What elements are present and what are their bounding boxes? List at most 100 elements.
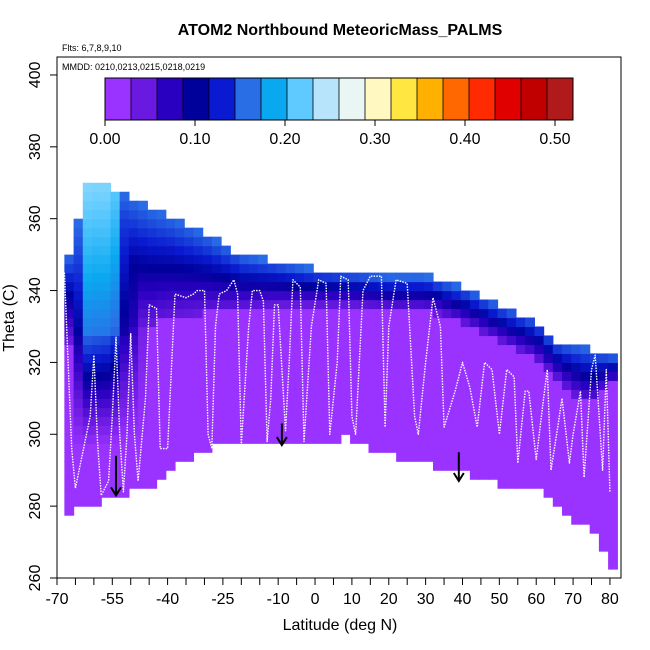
heatmap-cell bbox=[442, 299, 453, 310]
heatmap-cell bbox=[147, 380, 158, 390]
heatmap-cell bbox=[119, 362, 130, 372]
heatmap-cell bbox=[580, 506, 591, 516]
heatmap-cell bbox=[552, 353, 563, 364]
heatmap-cell bbox=[331, 344, 342, 355]
colorbar-swatch bbox=[313, 78, 340, 120]
heatmap-cell bbox=[110, 389, 121, 399]
heatmap-cell bbox=[608, 452, 618, 462]
heatmap-cell bbox=[608, 560, 618, 570]
heatmap-cell bbox=[285, 407, 296, 417]
heatmap-cell bbox=[414, 452, 425, 462]
heatmap-cell bbox=[294, 317, 305, 328]
heatmap-cell bbox=[147, 290, 158, 301]
heatmap-cell bbox=[248, 434, 259, 444]
heatmap-cell bbox=[248, 254, 259, 265]
heatmap-cell bbox=[110, 443, 121, 453]
heatmap-cell bbox=[193, 353, 204, 364]
heatmap-cell bbox=[598, 353, 609, 364]
heatmap-cell bbox=[174, 371, 185, 381]
heatmap-cell bbox=[497, 308, 508, 319]
heatmap-cell bbox=[525, 317, 535, 328]
heatmap-cell bbox=[257, 308, 268, 319]
heatmap-cell bbox=[174, 380, 185, 390]
heatmap-cell bbox=[119, 425, 130, 435]
heatmap-cell bbox=[147, 218, 158, 229]
heatmap-cell bbox=[128, 434, 139, 444]
heatmap-cell bbox=[257, 344, 268, 355]
heatmap-cell bbox=[331, 308, 342, 319]
heatmap-cell bbox=[82, 182, 93, 193]
heatmap-cell bbox=[608, 479, 618, 489]
heatmap-cell bbox=[165, 245, 176, 256]
heatmap-cell bbox=[128, 299, 139, 310]
heatmap-cell bbox=[525, 353, 535, 364]
heatmap-cell bbox=[386, 281, 397, 292]
heatmap-cell bbox=[285, 371, 296, 381]
heatmap-cell bbox=[488, 461, 499, 471]
y-tick-label: 400 bbox=[27, 62, 44, 89]
heatmap-cell bbox=[82, 407, 93, 417]
heatmap-cell bbox=[571, 407, 582, 417]
heatmap-cell bbox=[82, 200, 93, 211]
heatmap-cell bbox=[488, 443, 499, 453]
heatmap-cell bbox=[608, 398, 618, 408]
heatmap-cell bbox=[396, 389, 406, 399]
heatmap-cell bbox=[193, 434, 204, 444]
heatmap-cell bbox=[515, 434, 526, 444]
heatmap-cell bbox=[276, 299, 287, 310]
heatmap-cell bbox=[193, 299, 204, 310]
heatmap-cell bbox=[469, 353, 480, 364]
heatmap-cell bbox=[276, 263, 287, 274]
heatmap-cell bbox=[147, 209, 158, 220]
heatmap-cell bbox=[303, 407, 314, 417]
heatmap-cell bbox=[506, 443, 517, 453]
heatmap-cell bbox=[423, 380, 434, 390]
heatmap-cell bbox=[239, 326, 250, 337]
heatmap-cell bbox=[147, 371, 158, 381]
heatmap-cell bbox=[488, 317, 499, 328]
heatmap-cell bbox=[303, 416, 314, 426]
heatmap-cell bbox=[331, 353, 342, 364]
heatmap-cell bbox=[128, 209, 139, 220]
heatmap-cell bbox=[543, 416, 554, 426]
heatmap-cell bbox=[598, 542, 609, 552]
heatmap-cell bbox=[119, 272, 130, 283]
heatmap-cell bbox=[589, 488, 600, 498]
heatmap-cell bbox=[73, 416, 84, 426]
heatmap-cell bbox=[488, 335, 499, 346]
heatmap-cell bbox=[571, 389, 582, 399]
heatmap-cell bbox=[423, 407, 434, 417]
heatmap-cell bbox=[571, 371, 582, 381]
heatmap-cell bbox=[138, 335, 148, 346]
heatmap-cell bbox=[128, 290, 139, 301]
heatmap-cell bbox=[294, 272, 305, 283]
heatmap-cell bbox=[598, 515, 609, 525]
heatmap-cell bbox=[147, 227, 158, 238]
heatmap-cell bbox=[497, 326, 508, 337]
y-tick-label: 360 bbox=[27, 205, 44, 232]
heatmap-cell bbox=[248, 326, 259, 337]
heatmap-cell bbox=[239, 290, 250, 301]
heatmap-cell bbox=[174, 254, 185, 265]
heatmap-cell bbox=[368, 353, 379, 364]
colorbar-swatch bbox=[521, 78, 548, 120]
heatmap-cell bbox=[488, 452, 499, 462]
heatmap-cell bbox=[128, 443, 139, 453]
heatmap-cell bbox=[82, 371, 93, 381]
heatmap-cell bbox=[368, 272, 379, 283]
heatmap-cell bbox=[202, 299, 213, 310]
heatmap-cell bbox=[368, 380, 379, 390]
heatmap-cell bbox=[119, 254, 130, 265]
heatmap-cell bbox=[396, 380, 406, 390]
heatmap-cell bbox=[165, 290, 176, 301]
heatmap-cell bbox=[174, 335, 185, 346]
heatmap-cell bbox=[174, 290, 185, 301]
heatmap-cell bbox=[248, 416, 259, 426]
heatmap-cell bbox=[589, 362, 600, 372]
heatmap-cell bbox=[497, 317, 508, 328]
heatmap-cell bbox=[257, 398, 268, 408]
heatmap-cell bbox=[101, 308, 112, 319]
heatmap-cell bbox=[433, 389, 443, 399]
heatmap-cell bbox=[101, 389, 112, 399]
heatmap-cell bbox=[92, 407, 102, 417]
